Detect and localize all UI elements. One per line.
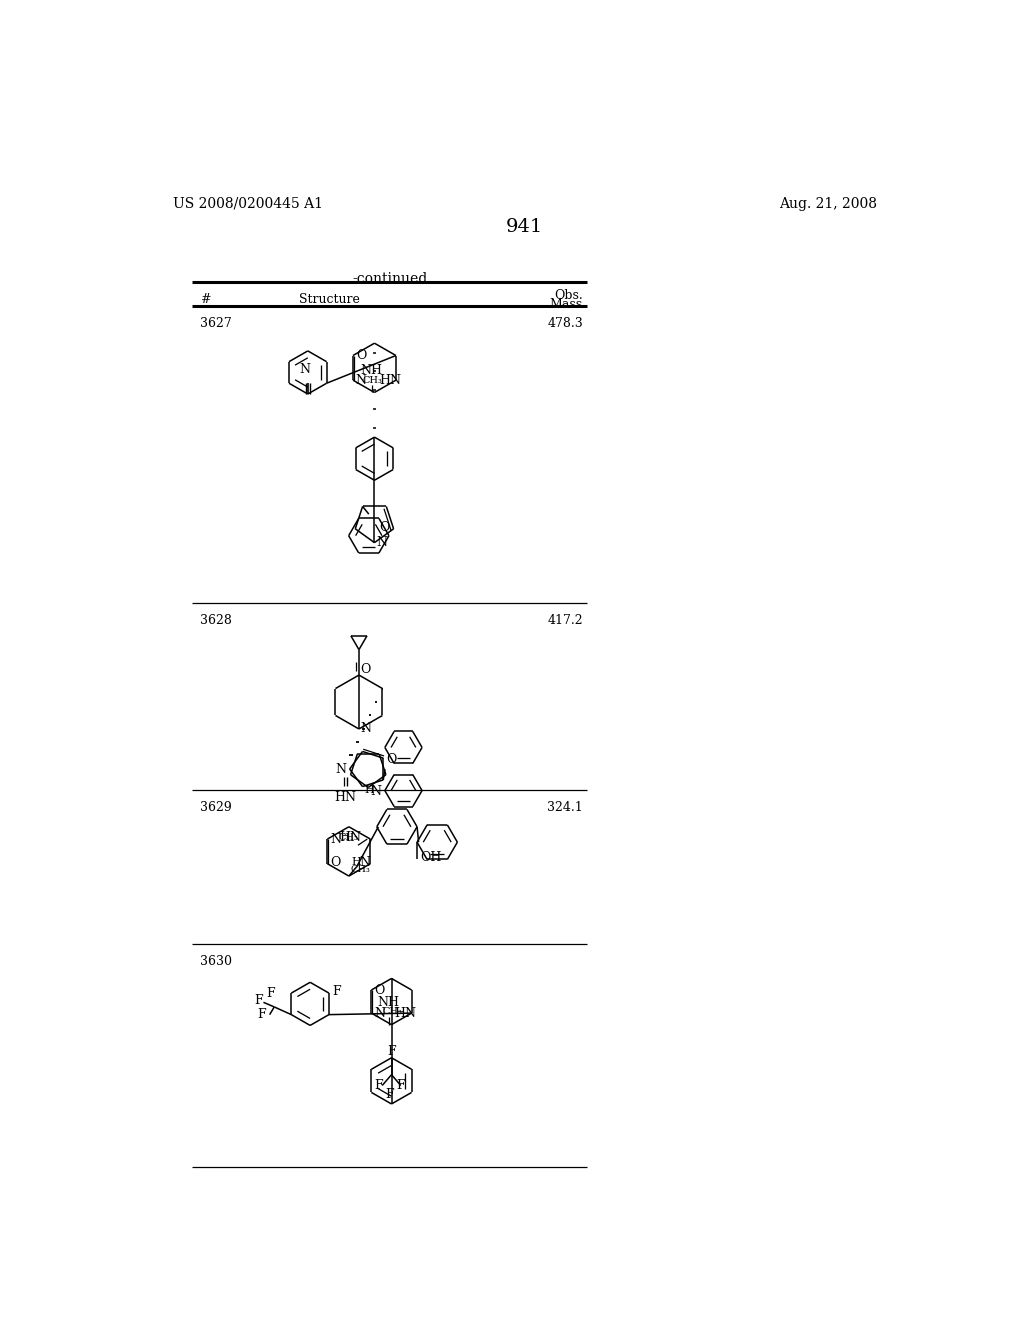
Text: N: N [299, 363, 310, 376]
Text: CH₃: CH₃ [350, 866, 371, 875]
Text: O: O [380, 521, 390, 533]
Text: F: F [375, 1078, 383, 1092]
Text: N: N [336, 763, 347, 776]
Text: O: O [356, 348, 367, 362]
Text: HN: HN [339, 832, 361, 843]
Text: NH: NH [360, 364, 382, 378]
Text: O: O [331, 855, 341, 869]
Text: HN: HN [334, 791, 356, 804]
Text: F: F [387, 1045, 395, 1059]
Text: N: N [376, 536, 387, 549]
Text: CH₃: CH₃ [338, 833, 358, 842]
Text: -continued: -continued [352, 272, 428, 286]
Text: N: N [355, 374, 367, 387]
Text: OH: OH [420, 851, 441, 865]
Text: 941: 941 [506, 218, 544, 236]
Text: N: N [360, 722, 372, 735]
Text: O: O [386, 754, 396, 766]
Text: H: H [365, 785, 374, 795]
Text: US 2008/0200445 A1: US 2008/0200445 A1 [173, 197, 323, 211]
Text: O: O [375, 983, 385, 997]
Text: #: # [200, 293, 211, 306]
Text: N: N [331, 833, 341, 846]
Text: H: H [352, 857, 361, 867]
Text: HN: HN [394, 1007, 417, 1019]
Text: F: F [266, 986, 275, 999]
Text: F: F [385, 1088, 394, 1101]
Text: 3628: 3628 [200, 614, 232, 627]
Text: F: F [332, 985, 341, 998]
Text: N: N [371, 785, 381, 799]
Text: CH₃: CH₃ [382, 1007, 402, 1016]
Text: NH: NH [378, 997, 399, 1010]
Text: N: N [375, 1007, 385, 1019]
Text: 3630: 3630 [200, 954, 232, 968]
Text: 324.1: 324.1 [547, 800, 583, 813]
Text: F: F [254, 994, 263, 1007]
Text: 417.2: 417.2 [547, 614, 583, 627]
Text: HN: HN [379, 374, 400, 387]
Text: 3627: 3627 [200, 317, 231, 330]
Text: F: F [257, 1008, 266, 1022]
Text: Structure: Structure [299, 293, 360, 306]
Text: Obs.: Obs. [554, 289, 583, 301]
Text: Mass: Mass [550, 298, 583, 310]
Text: F: F [396, 1078, 404, 1092]
Text: O: O [360, 663, 371, 676]
Text: CH₃: CH₃ [362, 376, 382, 385]
Text: 478.3: 478.3 [547, 317, 583, 330]
Text: 3629: 3629 [200, 800, 231, 813]
Text: N: N [359, 855, 371, 869]
Text: Aug. 21, 2008: Aug. 21, 2008 [778, 197, 877, 211]
